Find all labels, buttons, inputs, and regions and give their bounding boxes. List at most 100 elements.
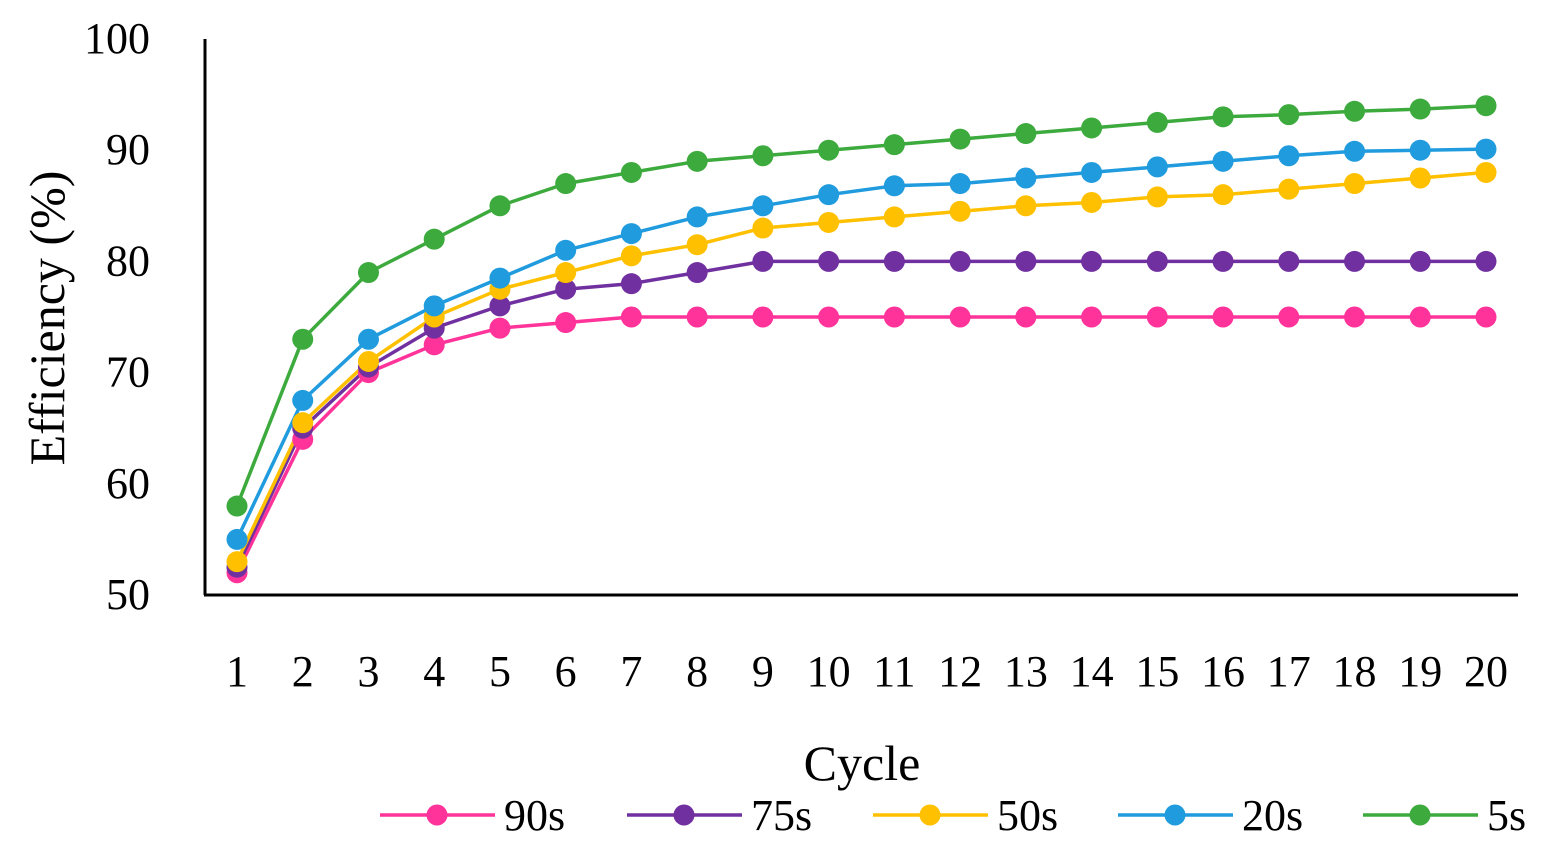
data-point-20s-cycle-6 bbox=[555, 239, 577, 261]
data-point-75s-cycle-13 bbox=[1015, 250, 1037, 272]
data-point-75s-cycle-20 bbox=[1475, 250, 1497, 272]
data-point-5s-cycle-15 bbox=[1146, 111, 1168, 133]
data-point-5s-cycle-4 bbox=[423, 228, 445, 250]
data-point-20s-cycle-14 bbox=[1081, 161, 1103, 183]
x-tick-label: 15 bbox=[1135, 647, 1179, 696]
series-line-75s bbox=[235, 259, 1486, 568]
data-point-20s-cycle-1 bbox=[226, 528, 248, 550]
data-point-50s-cycle-13 bbox=[1015, 195, 1037, 217]
data-point-50s-cycle-9 bbox=[752, 217, 774, 239]
data-point-20s-cycle-16 bbox=[1212, 150, 1234, 172]
legend-marker-20s bbox=[1164, 804, 1186, 826]
data-point-5s-cycle-6 bbox=[555, 173, 577, 195]
data-point-50s-cycle-17 bbox=[1278, 178, 1300, 200]
data-point-5s-cycle-11 bbox=[883, 134, 905, 156]
y-tick-label: 100 bbox=[84, 14, 150, 63]
x-tick-label: 3 bbox=[357, 647, 379, 696]
data-point-5s-cycle-14 bbox=[1081, 117, 1103, 139]
legend: 90s 75s 50s 20s 5s bbox=[380, 791, 1526, 840]
data-point-50s-cycle-11 bbox=[883, 206, 905, 228]
x-tick-label: 2 bbox=[292, 647, 314, 696]
data-point-75s-cycle-17 bbox=[1278, 250, 1300, 272]
data-point-20s-cycle-18 bbox=[1344, 140, 1366, 162]
legend-label-20s: 20s bbox=[1242, 791, 1303, 840]
y-tick-label: 90 bbox=[106, 125, 150, 174]
x-tick-labels: 1 2 3 4 5 6 7 8 9 10 11 12 13 14 15 16 17 18 19 20 bbox=[226, 647, 1508, 696]
series-line-90s bbox=[235, 315, 1486, 574]
data-point-20s-cycle-5 bbox=[489, 267, 511, 289]
x-tick-label: 19 bbox=[1398, 647, 1442, 696]
data-point-90s-cycle-18 bbox=[1344, 306, 1366, 328]
data-point-20s-cycle-4 bbox=[423, 295, 445, 317]
data-point-50s-cycle-7 bbox=[620, 245, 642, 267]
x-tick-label: 14 bbox=[1070, 647, 1114, 696]
data-point-20s-cycle-9 bbox=[752, 195, 774, 217]
data-point-5s-cycle-7 bbox=[620, 161, 642, 183]
data-point-90s-cycle-20 bbox=[1475, 306, 1497, 328]
x-tick-label: 10 bbox=[807, 647, 851, 696]
data-point-50s-cycle-2 bbox=[292, 412, 314, 434]
y-tick-labels: 50 60 70 80 90 100 bbox=[84, 14, 150, 619]
data-point-90s-cycle-14 bbox=[1081, 306, 1103, 328]
y-tick-label: 70 bbox=[106, 348, 150, 397]
legend-label-90s: 90s bbox=[504, 791, 565, 840]
data-point-90s-cycle-6 bbox=[555, 312, 577, 334]
data-point-90s-cycle-7 bbox=[620, 306, 642, 328]
axes bbox=[203, 39, 1518, 597]
data-point-5s-cycle-20 bbox=[1475, 95, 1497, 117]
data-point-50s-cycle-12 bbox=[949, 200, 971, 222]
data-point-20s-cycle-20 bbox=[1475, 138, 1497, 160]
data-point-75s-cycle-9 bbox=[752, 250, 774, 272]
y-axis-title: Efficiency (%) bbox=[19, 171, 75, 466]
series-line-50s bbox=[235, 170, 1487, 563]
y-tick-label: 80 bbox=[106, 236, 150, 285]
data-point-5s-cycle-16 bbox=[1212, 106, 1234, 128]
data-point-50s-cycle-1 bbox=[226, 551, 248, 573]
legend-marker-75s bbox=[673, 804, 695, 826]
data-point-20s-cycle-8 bbox=[686, 206, 708, 228]
x-tick-label: 1 bbox=[226, 647, 248, 696]
x-tick-label: 9 bbox=[752, 647, 774, 696]
data-point-5s-cycle-12 bbox=[949, 128, 971, 150]
data-point-20s-cycle-13 bbox=[1015, 167, 1037, 189]
x-tick-label: 12 bbox=[938, 647, 982, 696]
data-point-20s-cycle-12 bbox=[949, 173, 971, 195]
legend-marker-5s bbox=[1409, 804, 1431, 826]
x-tick-label: 17 bbox=[1267, 647, 1311, 696]
data-point-5s-cycle-3 bbox=[357, 262, 379, 284]
y-tick-label: 50 bbox=[106, 570, 150, 619]
x-tick-label: 18 bbox=[1333, 647, 1377, 696]
data-point-75s-cycle-10 bbox=[818, 250, 840, 272]
data-point-50s-cycle-8 bbox=[686, 234, 708, 256]
data-point-90s-cycle-4 bbox=[423, 334, 445, 356]
series-lines bbox=[235, 103, 1487, 574]
data-point-90s-cycle-19 bbox=[1409, 306, 1431, 328]
data-point-50s-cycle-18 bbox=[1344, 173, 1366, 195]
data-point-90s-cycle-16 bbox=[1212, 306, 1234, 328]
data-point-90s-cycle-11 bbox=[883, 306, 905, 328]
data-point-5s-cycle-17 bbox=[1278, 104, 1300, 126]
data-point-75s-cycle-5 bbox=[489, 295, 511, 317]
data-point-90s-cycle-8 bbox=[686, 306, 708, 328]
data-point-20s-cycle-17 bbox=[1278, 145, 1300, 167]
series-points bbox=[226, 95, 1497, 584]
data-point-75s-cycle-14 bbox=[1081, 250, 1103, 272]
data-point-5s-cycle-13 bbox=[1015, 123, 1037, 145]
data-point-90s-cycle-10 bbox=[818, 306, 840, 328]
x-tick-label: 4 bbox=[423, 647, 445, 696]
x-tick-label: 20 bbox=[1464, 647, 1508, 696]
data-point-90s-cycle-5 bbox=[489, 317, 511, 339]
data-point-5s-cycle-19 bbox=[1409, 98, 1431, 120]
data-point-20s-cycle-19 bbox=[1409, 139, 1431, 161]
legend-label-5s: 5s bbox=[1487, 791, 1526, 840]
data-point-5s-cycle-8 bbox=[686, 150, 708, 172]
data-point-20s-cycle-11 bbox=[883, 175, 905, 197]
data-point-5s-cycle-5 bbox=[489, 195, 511, 217]
legend-label-75s: 75s bbox=[751, 791, 812, 840]
data-point-20s-cycle-7 bbox=[620, 223, 642, 245]
data-point-75s-cycle-12 bbox=[949, 250, 971, 272]
x-tick-label: 16 bbox=[1201, 647, 1245, 696]
data-point-20s-cycle-15 bbox=[1146, 156, 1168, 178]
x-tick-label: 13 bbox=[1004, 647, 1048, 696]
data-point-20s-cycle-10 bbox=[818, 184, 840, 206]
